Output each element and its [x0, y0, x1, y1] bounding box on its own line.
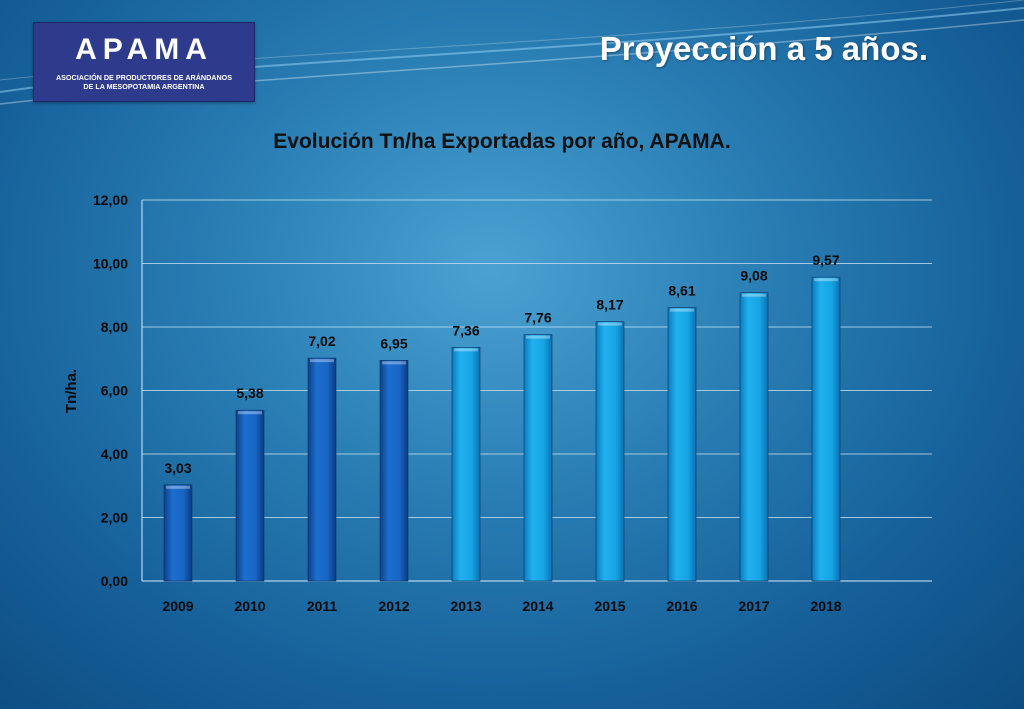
bar-cap-2014: [526, 335, 550, 339]
x-tick-label: 2015: [594, 598, 625, 614]
bars: [163, 276, 841, 582]
logo-wordmark: APAMA: [75, 33, 213, 66]
bar-2012: [379, 360, 409, 582]
data-label: 6,95: [380, 335, 407, 351]
x-tick-label: 2011: [307, 598, 338, 614]
bar-cap-2016: [670, 308, 694, 312]
logo-subtitle-line1: ASOCIACIÓN DE PRODUCTORES DE ARÁNDANOS: [55, 73, 233, 82]
x-tick-label: 2016: [666, 598, 697, 614]
data-label: 5,38: [236, 385, 263, 401]
y-tick-label: 4,00: [101, 446, 128, 462]
y-tick-label: 6,00: [101, 383, 128, 399]
y-tick-label: 12,00: [93, 192, 128, 208]
x-tick-label: 2009: [162, 598, 193, 614]
x-tick-label: 2017: [738, 598, 769, 614]
y-tick-label: 8,00: [101, 319, 128, 335]
chart-title: Evolución Tn/ha Exportadas por año, APAM…: [273, 130, 731, 153]
x-tick-label: 2010: [234, 598, 265, 614]
y-tick-label: 0,00: [101, 573, 128, 589]
bar-2013: [451, 347, 481, 582]
x-tick-label: 2013: [450, 598, 481, 614]
data-label: 3,03: [164, 460, 191, 476]
bar-2018: [811, 276, 841, 582]
x-tick-label: 2012: [378, 598, 409, 614]
data-label: 8,17: [596, 297, 623, 313]
bar-2015: [595, 321, 625, 582]
labels: 0,00 2,00 4,00 6,00 8,00 10,00 12,00 Tn/ha. 3,03…: [63, 192, 842, 614]
y-axis-label: Tn/ha.: [63, 369, 80, 413]
logo-subtitle-line2: DE LA MESOPOTAMIA ARGENTINA: [83, 82, 205, 91]
bar-cap-2015: [598, 322, 622, 326]
y-tick-label: 2,00: [101, 510, 128, 526]
slide-title: Proyección a 5 años.: [599, 30, 928, 67]
bar-cap-2017: [742, 293, 766, 297]
bar-2010: [235, 409, 265, 582]
data-label: 9,57: [812, 252, 839, 268]
data-label: 7,36: [452, 322, 479, 338]
x-tick-label: 2014: [522, 598, 553, 614]
bar-cap-2013: [454, 348, 478, 352]
bar-cap-2011: [310, 359, 334, 363]
apama-logo: APAMA ASOCIACIÓN DE PRODUCTORES DE ARÁND…: [33, 22, 255, 102]
bar-cap-2010: [238, 411, 262, 415]
bar-2009: [163, 484, 193, 582]
bar-cap-2012: [382, 361, 406, 365]
x-tick-label: 2018: [810, 598, 841, 614]
bar-2016: [667, 307, 697, 582]
bar-2011: [307, 357, 337, 582]
data-label: 7,76: [524, 310, 551, 326]
data-label: 9,08: [740, 268, 767, 284]
bar-2014: [523, 334, 553, 582]
bar-cap-2018: [814, 278, 838, 282]
bar-2017: [739, 292, 769, 582]
y-tick-label: 10,00: [93, 256, 128, 272]
data-label: 7,02: [308, 333, 335, 349]
data-label: 8,61: [668, 283, 695, 299]
bar-cap-2009: [166, 485, 190, 489]
